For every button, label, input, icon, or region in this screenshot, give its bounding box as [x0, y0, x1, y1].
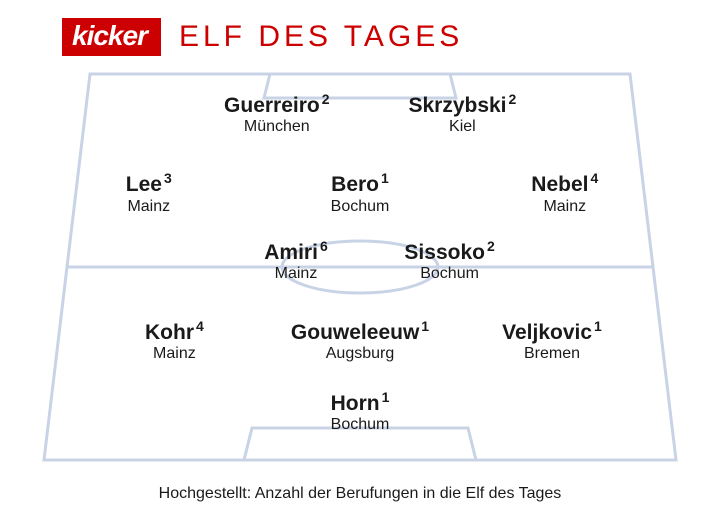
player-name: Sissoko2	[404, 239, 494, 264]
player-count: 1	[381, 170, 389, 186]
player-card: Guerreiro2München	[224, 92, 330, 136]
player-club: Mainz	[264, 265, 327, 283]
player-name: Nebel4	[531, 171, 598, 196]
player-count: 4	[196, 318, 204, 334]
player-card: Nebel4 Mainz	[531, 171, 598, 215]
player-card: Veljkovic1Bremen	[502, 319, 602, 363]
player-club: Mainz	[531, 198, 598, 216]
player-club: Mainz	[126, 198, 172, 216]
player-name: Amiri6	[264, 239, 327, 264]
player-name: Skrzybski2	[408, 92, 516, 117]
player-club: Bochum	[331, 416, 390, 434]
player-count: 2	[322, 91, 330, 107]
player-name: Lee3	[126, 171, 172, 196]
player-club: Mainz	[145, 345, 204, 363]
players-layer: Guerreiro2München Skrzybski2Kiel Lee3 Mainz…	[40, 68, 680, 466]
player-club: München	[224, 118, 330, 136]
player-count: 4	[590, 170, 598, 186]
player-card: Skrzybski2Kiel	[408, 92, 516, 136]
player-club: Bremen	[502, 345, 602, 363]
player-card: Lee3 Mainz	[126, 171, 172, 215]
page-title: ELF DES TAGES	[179, 20, 463, 54]
player-name: Gouweleeuw1	[291, 319, 429, 344]
player-count: 6	[320, 238, 328, 254]
player-count: 1	[594, 318, 602, 334]
pitch-container: Guerreiro2München Skrzybski2Kiel Lee3 Mainz…	[40, 68, 680, 466]
player-card: Gouweleeuw1Augsburg	[291, 319, 429, 363]
kicker-logo: kicker	[62, 18, 161, 56]
player-club: Bochum	[404, 265, 494, 283]
player-card: Amiri6Mainz	[264, 239, 327, 283]
player-name: Bero1	[331, 171, 390, 196]
header: kicker ELF DES TAGES	[0, 0, 720, 68]
footnote: Hochgestellt: Anzahl der Berufungen in d…	[0, 485, 720, 503]
player-name: Guerreiro2	[224, 92, 330, 117]
player-card: Horn1Bochum	[331, 390, 390, 434]
player-name: Veljkovic1	[502, 319, 602, 344]
player-count: 2	[509, 91, 517, 107]
player-card: Kohr4Mainz	[145, 319, 204, 363]
player-count: 2	[487, 238, 495, 254]
player-club: Bochum	[331, 198, 390, 216]
player-name: Kohr4	[145, 319, 204, 344]
player-club: Kiel	[408, 118, 516, 136]
player-count: 1	[382, 389, 390, 405]
player-count: 1	[421, 318, 429, 334]
player-card: Bero1 Bochum	[331, 171, 390, 215]
player-count: 3	[164, 170, 172, 186]
player-card: Sissoko2Bochum	[404, 239, 494, 283]
player-club: Augsburg	[291, 345, 429, 363]
player-name: Horn1	[331, 390, 390, 415]
